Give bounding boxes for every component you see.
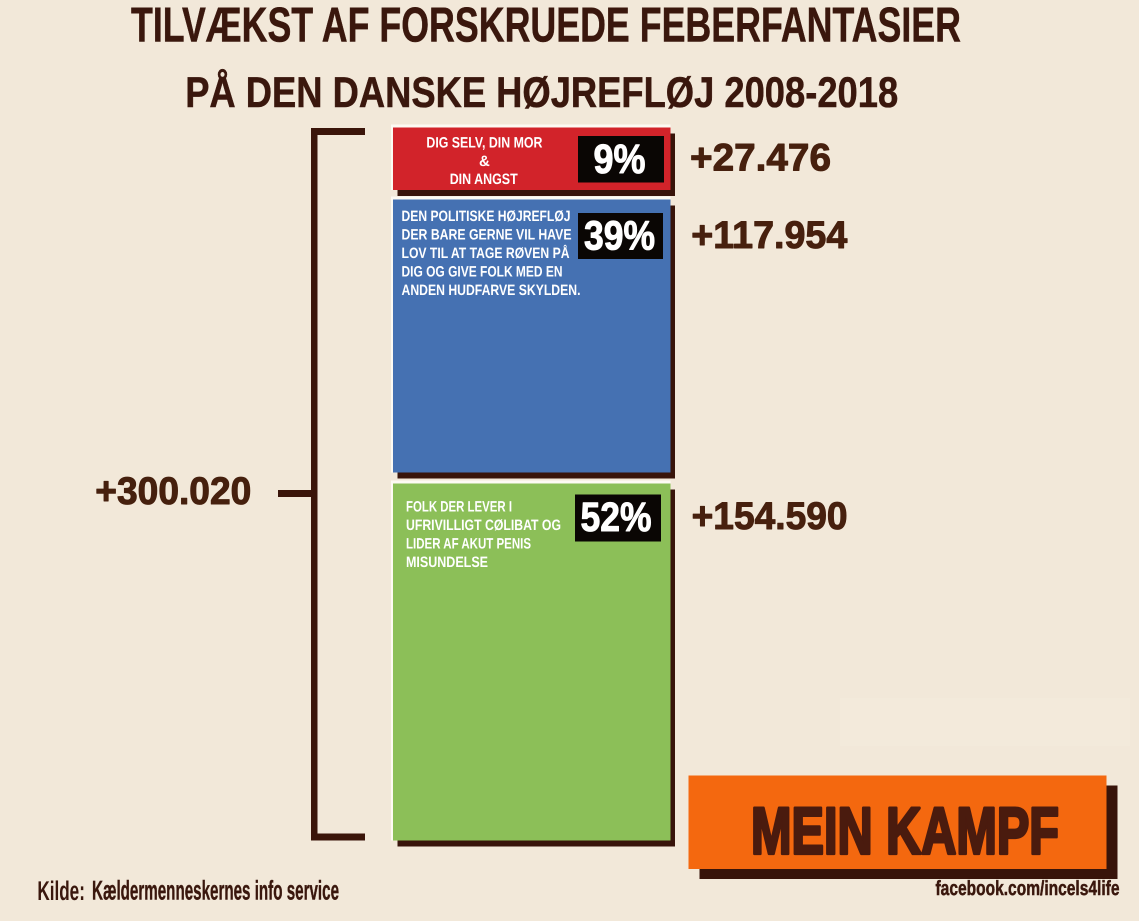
svg-text:PÅ DEN DANSKE HØJREFLØJ 2008-2: PÅ DEN DANSKE HØJREFLØJ 2008-2018 xyxy=(185,69,898,117)
svg-text:MISUNDELSE: MISUNDELSE xyxy=(406,554,488,571)
svg-text:LOV TIL AT TAGE RØVEN PÅ: LOV TIL AT TAGE RØVEN PÅ xyxy=(402,244,570,262)
svg-text:DIG SELV, DIN MOR: DIG SELV, DIN MOR xyxy=(426,134,542,151)
svg-text:&: & xyxy=(479,153,490,170)
svg-text:Kældermenneskernes info servic: Kældermenneskernes info service xyxy=(92,876,339,906)
svg-text:+300.020: +300.020 xyxy=(95,470,251,513)
svg-text:TILVÆKST AF FORSKRUEDE FEBERFA: TILVÆKST AF FORSKRUEDE FEBERFANTASIER xyxy=(131,0,961,53)
svg-text:DER BARE GERNE VIL HAVE: DER BARE GERNE VIL HAVE xyxy=(402,226,572,243)
svg-text:+27.476: +27.476 xyxy=(690,136,831,179)
svg-text:52%: 52% xyxy=(581,494,652,540)
svg-text:DEN POLITISKE HØJREFLØJ: DEN POLITISKE HØJREFLØJ xyxy=(402,208,571,225)
svg-text:39%: 39% xyxy=(584,213,655,259)
svg-text:Kilde:: Kilde: xyxy=(37,876,85,906)
svg-text:DIN ANGST: DIN ANGST xyxy=(450,171,518,188)
svg-text:ANDEN HUDFARVE SKYLDEN.: ANDEN HUDFARVE SKYLDEN. xyxy=(402,282,581,299)
svg-text:UFRIVILLIGT CØLIBAT OG: UFRIVILLIGT CØLIBAT OG xyxy=(406,517,561,534)
svg-text:facebook.com/incels4life: facebook.com/incels4life xyxy=(936,877,1120,900)
svg-text:MEIN KAMPF: MEIN KAMPF xyxy=(751,794,1059,868)
svg-text:+154.590: +154.590 xyxy=(692,495,848,538)
svg-text:LIDER AF AKUT PENIS: LIDER AF AKUT PENIS xyxy=(406,536,531,553)
svg-text:9%: 9% xyxy=(594,136,646,182)
svg-text:+117.954: +117.954 xyxy=(691,214,848,257)
svg-text:FOLK DER LEVER I: FOLK DER LEVER I xyxy=(406,499,512,516)
svg-text:DIG OG GIVE FOLK MED EN: DIG OG GIVE FOLK MED EN xyxy=(402,263,563,280)
